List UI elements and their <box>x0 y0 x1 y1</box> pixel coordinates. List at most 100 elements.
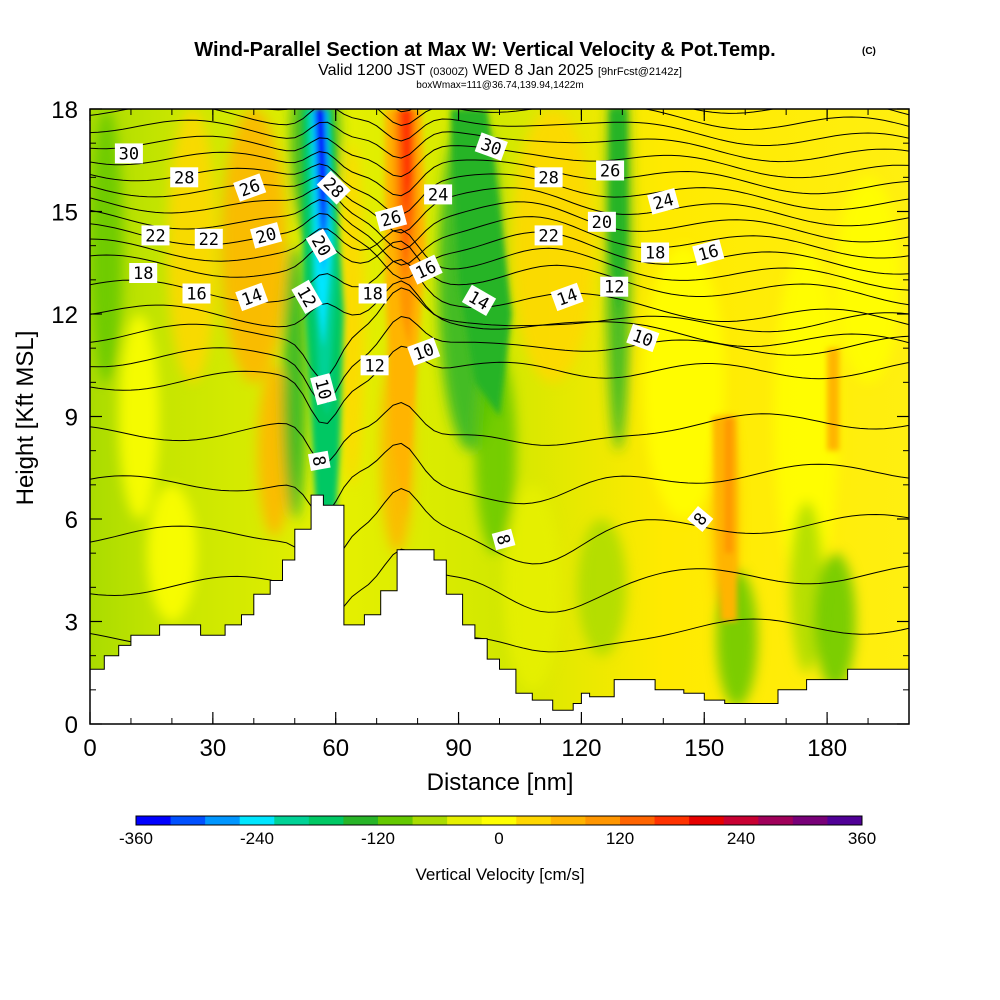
subtitle-forecast: [9hrFcst@2142z] <box>598 66 682 78</box>
contour-label-text: 18 <box>362 285 382 305</box>
isentrope-line <box>90 345 909 425</box>
contour-label: 18 <box>641 242 670 264</box>
y-tick-label: 9 <box>65 405 78 432</box>
velocity-blob <box>642 245 725 519</box>
colorbar-swatch <box>516 816 552 825</box>
colorbar-tick-label: -240 <box>240 829 274 848</box>
velocity-core <box>401 109 412 212</box>
isentrope-line <box>90 287 909 379</box>
velocity-blob <box>118 314 160 519</box>
colorbar-swatch <box>274 816 310 825</box>
y-tick-label: 3 <box>65 610 78 637</box>
colorbar-swatch <box>170 816 206 825</box>
colorbar-swatch <box>308 816 344 825</box>
contour-label: 16 <box>182 283 211 305</box>
x-tick-label: 150 <box>684 735 724 762</box>
contour-label: 28 <box>170 167 199 188</box>
y-axis-label: Height [Kft MSL] <box>12 331 39 506</box>
terrain-mask <box>90 494 909 724</box>
y-axis: 0 3 6 9 12 15 18 <box>51 97 909 739</box>
contour-label: 18 <box>129 263 158 284</box>
isentrope-line <box>90 151 909 197</box>
x-tick-label: 180 <box>807 735 847 762</box>
chart-title: Wind-Parallel Section at Max W: Vertical… <box>194 39 775 61</box>
x-tick-label: 90 <box>445 735 472 762</box>
isentrope-line <box>90 259 909 326</box>
contour-label-text: 16 <box>186 285 206 305</box>
colorbar-swatch <box>205 816 241 825</box>
subtitle-valid-time: Valid 1200 JST <box>318 62 426 79</box>
x-tick-label: 120 <box>561 735 601 762</box>
x-tick-label: 30 <box>199 735 226 762</box>
contour-label: 22 <box>534 225 563 246</box>
velocity-core <box>827 348 840 451</box>
contour-label-text: 26 <box>600 162 620 182</box>
colorbar-swatch <box>758 816 794 825</box>
velocity-blob <box>282 245 308 519</box>
isentrope-line <box>90 175 909 234</box>
y-tick-label: 0 <box>65 712 78 739</box>
colorbar-tick-label: 360 <box>848 829 876 848</box>
velocity-blob <box>221 109 287 383</box>
velocity-blob <box>147 484 197 622</box>
colorbar-tick-label: -360 <box>119 829 153 848</box>
contour-label: 26 <box>596 160 625 182</box>
contour-label: 24 <box>424 184 453 205</box>
colorbar-tick-label: 240 <box>727 829 755 848</box>
chart-subtitle: Valid 1200 JST (0300Z) WED 8 Jan 2025 [9… <box>318 62 682 79</box>
colorbar-swatch <box>550 816 586 825</box>
contour-label-text: 22 <box>199 230 219 250</box>
isentrope-line <box>90 186 909 251</box>
title-copyright-mark: (C) <box>862 46 876 57</box>
isentrope-line <box>90 548 909 631</box>
colorbar-swatch <box>585 816 621 825</box>
contour-label-text: 22 <box>145 226 165 246</box>
contour-label: 8 <box>308 450 331 472</box>
velocity-core <box>450 109 512 417</box>
colorbar-swatch <box>481 816 517 825</box>
velocity-blob <box>577 519 627 656</box>
velocity-blob <box>773 245 840 588</box>
velocity-core <box>315 109 328 246</box>
isentrope-line <box>90 240 909 306</box>
velocity-blob <box>511 109 594 383</box>
isentrope-line <box>90 199 909 266</box>
contour-label-text: 22 <box>538 226 558 246</box>
colorbar-tick-label: 120 <box>606 829 634 848</box>
subtitle-utc-time: (0300Z) <box>430 66 469 78</box>
x-tick-label: 0 <box>83 735 96 762</box>
contour-label: 30 <box>114 143 143 164</box>
contour-label: 12 <box>360 355 389 376</box>
contour-label-text: 18 <box>645 244 665 264</box>
contour-label: 8 <box>492 528 516 551</box>
colorbar-swatch <box>378 816 414 825</box>
isentrope-line <box>90 212 909 280</box>
colorbar-swatch <box>723 816 759 825</box>
isentrope-line <box>90 442 909 516</box>
contour-label: 12 <box>600 276 629 298</box>
contour-label-text: 18 <box>133 264 153 284</box>
contour-label: 8 <box>687 506 714 532</box>
contour-label-text: 12 <box>364 356 384 376</box>
contour-label-text: 12 <box>604 278 624 298</box>
colorbar-swatch <box>792 816 828 825</box>
contour-label-text: 24 <box>428 185 448 205</box>
contour-label: 28 <box>534 167 563 188</box>
velocity-blob <box>835 177 901 383</box>
isentrope-line <box>90 401 909 464</box>
contour-label: 18 <box>358 283 387 305</box>
y-tick-label: 18 <box>51 97 78 124</box>
contour-label: 20 <box>249 222 283 249</box>
velocity-core <box>724 416 733 554</box>
contour-label-text: 8 <box>492 532 514 547</box>
colorbar-label: Vertical Velocity [cm/s] <box>415 865 584 884</box>
contour-label: 22 <box>194 228 223 250</box>
y-tick-label: 15 <box>51 200 78 227</box>
contour-label-text: 28 <box>538 168 558 188</box>
contour-label-text: 20 <box>592 213 612 233</box>
y-tick-label: 6 <box>65 507 78 534</box>
isentrope-line <box>90 280 909 347</box>
isentrope-line <box>90 163 909 216</box>
